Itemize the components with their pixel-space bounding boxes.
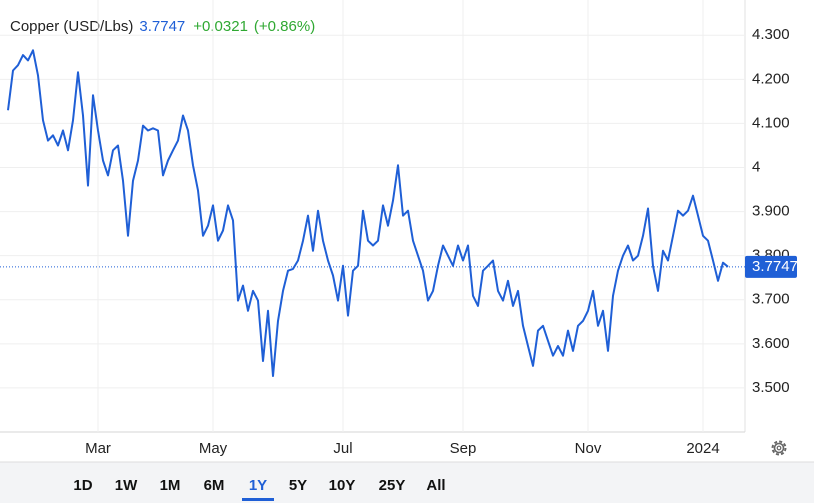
y-tick-label: 4.200 bbox=[752, 70, 790, 87]
range-button[interactable]: 5Y bbox=[289, 477, 307, 494]
gear-hub bbox=[776, 445, 782, 451]
x-tick-label: May bbox=[199, 440, 228, 457]
x-tick-label: Nov bbox=[575, 440, 602, 457]
range-bar bbox=[0, 462, 814, 503]
header: Copper (USD/Lbs) 3.7747 +0.0321 (+0.86%) bbox=[10, 18, 315, 35]
price-change-percent: (+0.86%) bbox=[254, 18, 315, 35]
y-tick-label: 3.600 bbox=[752, 335, 790, 352]
y-tick-label: 4 bbox=[752, 158, 760, 175]
y-tick-label: 4.100 bbox=[752, 114, 790, 131]
x-tick-label: Jul bbox=[333, 440, 352, 457]
x-tick-label: Mar bbox=[85, 440, 111, 457]
range-button[interactable]: 1M bbox=[160, 477, 181, 494]
x-tick-label: Sep bbox=[450, 440, 477, 457]
y-tick-label: 3.500 bbox=[752, 379, 790, 396]
price-change: +0.0321 bbox=[193, 18, 248, 35]
last-price: 3.7747 bbox=[139, 18, 185, 35]
y-tick-label: 3.700 bbox=[752, 291, 790, 308]
range-button-underline bbox=[242, 498, 274, 501]
gear-body bbox=[773, 442, 785, 454]
range-button[interactable]: 25Y bbox=[379, 477, 406, 494]
range-button[interactable]: 1Y bbox=[249, 477, 267, 494]
chart-title: Copper (USD/Lbs) bbox=[10, 18, 133, 35]
range-button[interactable]: 1D bbox=[73, 477, 92, 494]
price-line bbox=[7, 49, 729, 377]
x-tick-label: 2024 bbox=[686, 440, 719, 457]
y-tick-label: 4.300 bbox=[752, 26, 790, 43]
last-price-tag bbox=[745, 255, 797, 278]
y-tick-label: 3.900 bbox=[752, 203, 790, 220]
range-button[interactable]: All bbox=[426, 477, 445, 494]
last-price-tag-label: 3.7747 bbox=[752, 258, 798, 275]
grid bbox=[0, 0, 745, 432]
gear-teeth bbox=[771, 440, 787, 456]
range-button[interactable]: 1W bbox=[115, 477, 138, 494]
settings-icon[interactable] bbox=[771, 440, 787, 456]
range-button[interactable]: 6M bbox=[204, 477, 225, 494]
range-button[interactable]: 10Y bbox=[329, 477, 356, 494]
